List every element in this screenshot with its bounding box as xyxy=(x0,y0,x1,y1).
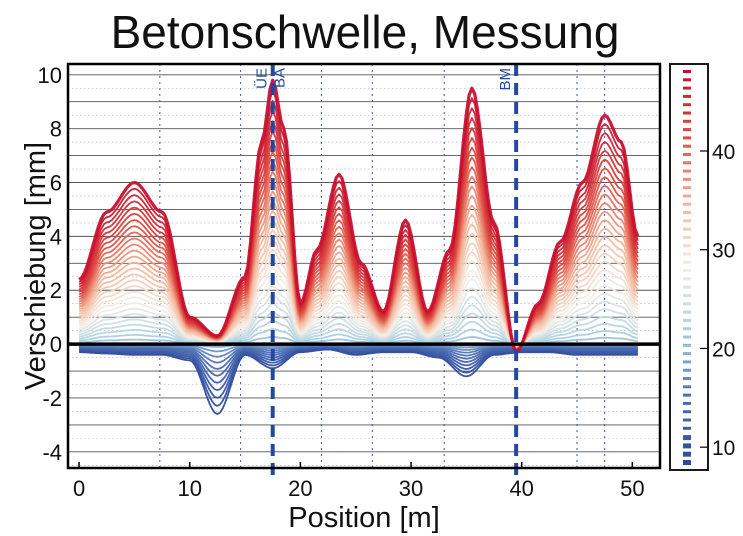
series-line xyxy=(79,348,638,407)
y-tick-label: -4 xyxy=(42,440,62,465)
colorbar-tick-label: 40 xyxy=(712,141,735,164)
colorbar-swatch xyxy=(683,78,691,82)
colorbar-swatch xyxy=(683,277,691,281)
colorbar-swatch xyxy=(683,327,691,331)
x-tick-label: 10 xyxy=(177,476,201,501)
x-tick-labels: 0 10 20 30 40 50 xyxy=(73,462,645,501)
series-line xyxy=(78,257,639,348)
series-line xyxy=(78,267,639,348)
colorbar-swatch xyxy=(683,244,691,248)
x-tick-label: 50 xyxy=(620,476,644,501)
colorbar-swatch xyxy=(683,343,691,347)
colorbar-swatch xyxy=(683,103,691,107)
colorbar: 10 20 30 40 xyxy=(669,63,735,471)
colorbar-swatch xyxy=(683,128,691,132)
colorbar-swatch xyxy=(683,235,691,239)
series-line xyxy=(79,328,639,346)
colorbar-swatch xyxy=(683,294,691,298)
colorbar-swatch xyxy=(683,318,691,322)
y-tick-label: 4 xyxy=(50,224,62,249)
colorbar-frame xyxy=(669,63,709,471)
colorbar-swatch xyxy=(683,177,691,181)
marker-label: BM xyxy=(497,68,514,91)
series-line xyxy=(79,311,639,346)
colorbar-swatch xyxy=(683,252,691,256)
colorbar-swatch xyxy=(683,285,691,289)
colorbar-swatch xyxy=(683,94,691,98)
series-line xyxy=(78,238,639,349)
x-tick-label: 20 xyxy=(288,476,312,501)
colorbar-swatch xyxy=(683,426,691,430)
colorbar-swatch xyxy=(683,460,691,465)
series-group xyxy=(78,78,640,415)
colorbar-swatch xyxy=(683,443,691,449)
colorbar-swatch xyxy=(683,451,691,457)
series-line xyxy=(78,229,639,349)
colorbar-swatch xyxy=(683,393,691,397)
colorbar-swatch xyxy=(683,310,691,314)
colorbar-swatch xyxy=(683,335,691,339)
colorbar-tick-label: 10 xyxy=(712,437,735,460)
colorbar-swatch xyxy=(683,202,691,206)
colorbar-swatch xyxy=(683,377,691,381)
colorbar-swatch xyxy=(683,70,691,73)
colorbar-swatch xyxy=(683,211,691,215)
colorbar-swatch xyxy=(683,144,691,148)
y-tick-label: -2 xyxy=(42,386,62,411)
series-line xyxy=(79,303,639,347)
colorbar-swatches xyxy=(683,70,691,465)
y-tick-label: 0 xyxy=(50,332,62,357)
series-line xyxy=(78,248,639,348)
colorbar-swatch xyxy=(683,86,691,90)
colorbar-swatch xyxy=(683,227,691,231)
colorbar-swatch xyxy=(683,368,691,372)
colorbar-swatch xyxy=(683,119,691,123)
colorbar-tick-label: 30 xyxy=(712,240,735,263)
colorbar-swatch xyxy=(683,219,691,223)
colorbar-swatch xyxy=(683,418,691,422)
colorbar-swatch xyxy=(683,360,691,364)
y-axis-label: Verschiebung [mm] xyxy=(20,142,52,390)
colorbar-swatch xyxy=(683,410,691,414)
x-axis-label: Position [m] xyxy=(288,502,440,534)
y-tick-labels: -4 -2 0 2 4 6 8 10 xyxy=(38,63,62,465)
colorbar-swatch xyxy=(683,194,691,198)
series-line xyxy=(78,219,639,349)
marker-label: ÜE xyxy=(253,68,271,89)
series-line xyxy=(79,320,639,346)
y-tick-label: 8 xyxy=(50,117,62,142)
chart-title: Betonschwelle, Messung xyxy=(111,6,620,58)
y-tick-label: 6 xyxy=(50,171,62,196)
colorbar-swatch xyxy=(683,161,691,165)
colorbar-swatch xyxy=(683,152,691,156)
series-line xyxy=(78,276,639,348)
x-tick-label: 30 xyxy=(399,476,423,501)
y-tick-label: 2 xyxy=(50,278,62,303)
y-tick-label: 10 xyxy=(38,63,62,88)
series-line xyxy=(78,285,639,347)
x-tick-label: 40 xyxy=(509,476,533,501)
marker-lines: ÜE BA BM xyxy=(253,64,519,476)
colorbar-swatch xyxy=(683,435,691,441)
colorbar-swatch xyxy=(683,352,691,356)
colorbar-swatch xyxy=(683,401,691,405)
colorbar-swatch xyxy=(683,111,691,115)
plot-frame xyxy=(66,62,662,470)
series-line xyxy=(78,78,640,354)
colorbar-swatch xyxy=(683,302,691,306)
colorbar-swatch xyxy=(683,269,691,273)
series-line xyxy=(79,348,638,415)
marker-label: BA xyxy=(272,68,289,88)
x-tick-label: 0 xyxy=(73,476,85,501)
colorbar-swatch xyxy=(683,385,691,389)
colorbar-swatch xyxy=(683,186,691,190)
colorbar-tick-labels: 10 20 30 40 xyxy=(700,141,735,460)
colorbar-swatch xyxy=(683,136,691,140)
colorbar-tick-label: 20 xyxy=(712,338,735,361)
colorbar-swatch xyxy=(683,260,691,264)
colorbar-swatch xyxy=(683,169,691,173)
series-line xyxy=(78,294,639,347)
